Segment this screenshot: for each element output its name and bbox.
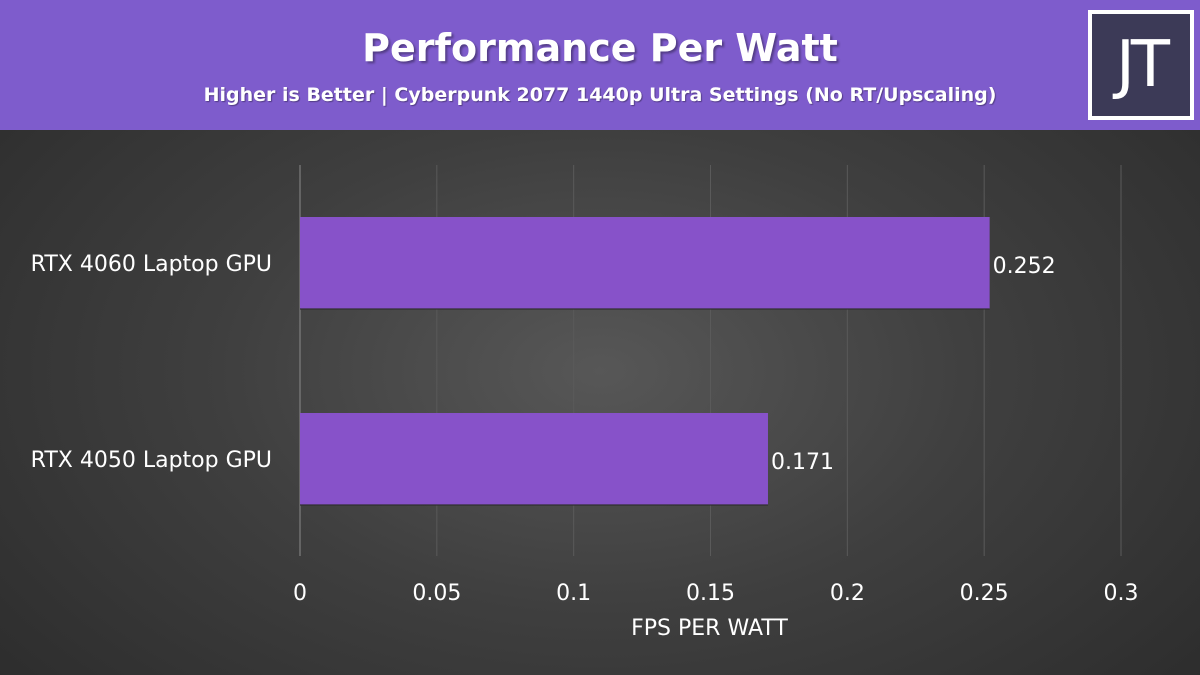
x-tick-label: 0.1 [556, 581, 591, 606]
x-axis-title: FPS PER WATT [631, 616, 788, 641]
data-label: 0.171 [771, 450, 834, 475]
x-tick-label: 0.3 [1104, 581, 1139, 606]
x-tick-label: 0 [293, 581, 307, 606]
x-tick-label: 0.25 [960, 581, 1009, 606]
data-label: 0.252 [993, 254, 1056, 279]
chart-subtitle: Higher is Better | Cyberpunk 2077 1440p … [203, 84, 997, 106]
bar [300, 413, 768, 505]
x-tick-label: 0.2 [830, 581, 865, 606]
x-tick-label: 0.05 [412, 581, 461, 606]
category-label: RTX 4060 Laptop GPU [31, 252, 272, 277]
chart-title: Performance Per Watt [362, 26, 838, 70]
bar-shadow [300, 308, 990, 310]
jt-logo: JT [1088, 10, 1194, 120]
bar-shadow [300, 504, 768, 506]
bar [300, 217, 990, 309]
header-banner: Performance Per Watt Higher is Better | … [0, 0, 1200, 130]
x-tick-label: 0.15 [686, 581, 735, 606]
category-label: RTX 4050 Laptop GPU [31, 448, 272, 473]
